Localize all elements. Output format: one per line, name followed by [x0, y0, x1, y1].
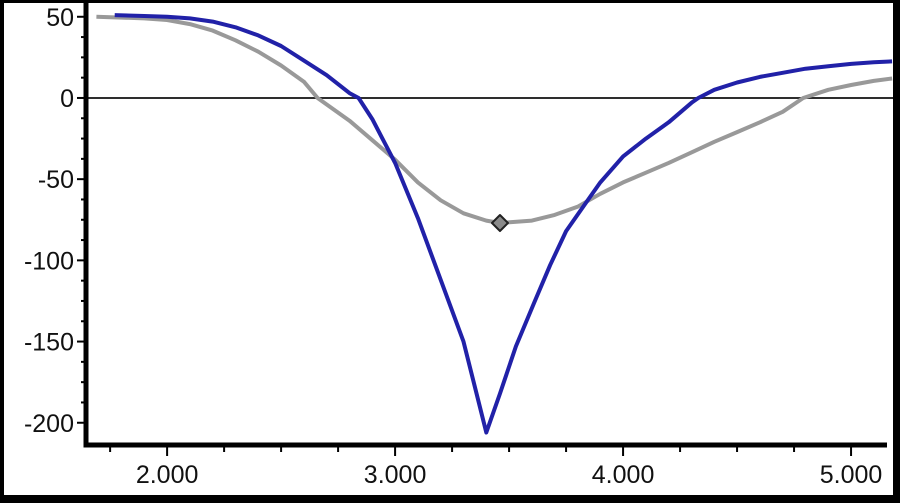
window-border-bottom — [0, 495, 900, 503]
gray-series-line — [96, 14, 893, 225]
x-axis-tick-label: 4.000 — [592, 461, 655, 489]
blue-series-line — [114, 13, 893, 435]
x-axis-tick-label: 2.000 — [136, 461, 199, 489]
y-axis-tick-label: 50 — [46, 4, 74, 32]
x-axis-tick-label: 3.000 — [364, 461, 427, 489]
y-axis-tick-label: -100 — [24, 247, 74, 275]
window-border-top — [0, 0, 900, 3]
window-border-right — [893, 0, 900, 503]
y-axis-tick-label: 0 — [60, 85, 74, 113]
y-axis-tick-label: -200 — [24, 410, 74, 438]
y-axis-tick-label: -50 — [38, 166, 74, 194]
y-axis-tick-label: -150 — [24, 329, 74, 357]
min-marker-diamond[interactable] — [490, 214, 509, 233]
window-border-left — [0, 0, 4, 503]
x-axis-tick-label: 5.000 — [820, 461, 883, 489]
